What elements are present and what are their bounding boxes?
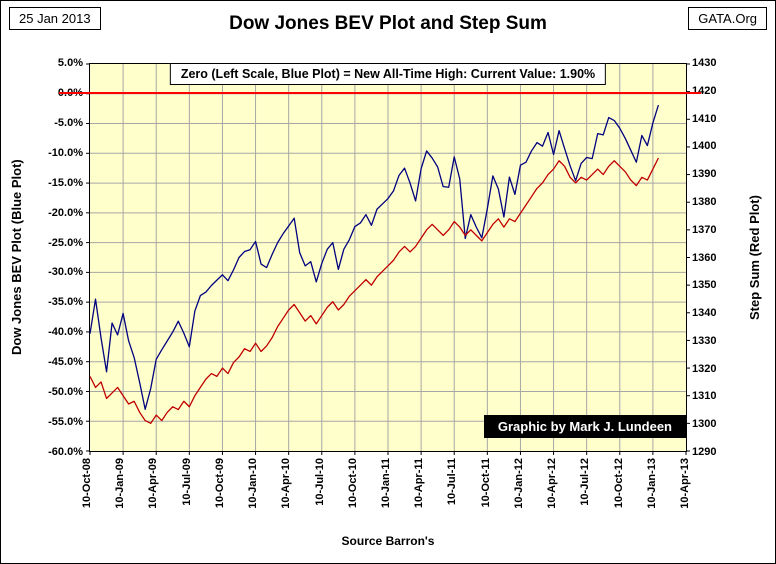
- left-axis-tick-label: -15.0%: [48, 176, 83, 189]
- right-axis-tick-label: 1310: [692, 390, 717, 403]
- right-axis-tick-label: 1360: [692, 251, 717, 264]
- left-axis-tick-label: -60.0%: [48, 446, 83, 458]
- right-axis-tick-label: 1420: [692, 84, 717, 97]
- right-axis-tick-label: 1380: [692, 195, 717, 208]
- right-axis-tick-label: 1350: [692, 279, 717, 292]
- site-badge: GATA.Org: [688, 7, 767, 30]
- x-axis-tick-label: 10-Oct-08: [81, 458, 93, 509]
- left-axis-tick-label: -45.0%: [48, 356, 83, 369]
- plot-area: Zero (Left Scale, Blue Plot) = New All-T…: [86, 63, 690, 455]
- x-axis-tick-label: 10-Jul-11: [446, 458, 459, 506]
- x-axis-tick-label: 10-Apr-12: [546, 458, 559, 509]
- left-axis-tick-label: -55.0%: [48, 416, 83, 429]
- credit-badge: Graphic by Mark J. Lundeen: [483, 415, 686, 438]
- chart-canvas: [86, 63, 690, 455]
- x-axis-tick-label: 10-Jul-10: [313, 458, 326, 506]
- right-axis-tick-label: 1410: [692, 112, 717, 125]
- left-axis-tick-label: -40.0%: [48, 326, 83, 339]
- x-axis-tick-label: 10-Jul-12: [579, 458, 592, 506]
- source-label: Source Barron's: [341, 534, 435, 548]
- right-axis-tick-label: 1300: [692, 418, 717, 431]
- x-axis-tick-label: 10-Apr-09: [147, 458, 160, 509]
- x-axis-tick-label: 10-Apr-10: [280, 458, 293, 509]
- series-line-step-sum: [89, 157, 659, 424]
- x-axis-tick-label: 10-Jul-09: [180, 458, 193, 506]
- left-axis-tick-label: 5.0%: [57, 57, 83, 69]
- right-axis-tick-label: 1400: [692, 140, 717, 153]
- left-axis-tick-label: -5.0%: [54, 116, 83, 129]
- x-axis-tick-label: 10-Oct-10: [346, 458, 359, 509]
- left-axis-tick-label: -10.0%: [48, 146, 83, 159]
- right-axis-tick-label: 1320: [692, 362, 717, 375]
- left-axis-tick-label: -30.0%: [48, 266, 83, 279]
- right-axis-tick-label: 1370: [692, 223, 717, 236]
- left-axis-tick-label: -20.0%: [48, 206, 83, 219]
- x-axis-tick-label: 10-Apr-13: [679, 458, 691, 509]
- date-badge: 25 Jan 2013: [9, 7, 101, 30]
- left-axis-tick-label: -35.0%: [48, 296, 83, 309]
- right-axis-tick-label: 1330: [692, 334, 717, 347]
- x-axis-tick-label: 10-Jan-13: [645, 458, 658, 509]
- zero-annotation: Zero (Left Scale, Blue Plot) = New All-T…: [169, 63, 607, 85]
- chart-title: Dow Jones BEV Plot and Step Sum: [229, 13, 547, 34]
- x-axis-tick-label: 10-Jan-12: [512, 458, 525, 509]
- x-axis-tick-label: 10-Oct-11: [479, 458, 492, 508]
- right-axis-tick-label: 1290: [692, 446, 717, 458]
- right-axis-tick-label: 1340: [692, 307, 717, 320]
- x-axis-tick-label: 10-Apr-11: [413, 458, 426, 509]
- x-axis-tick-label: 10-Jan-11: [380, 458, 392, 509]
- x-axis-tick-label: 10-Oct-09: [213, 458, 226, 509]
- left-axis-tick-label: -25.0%: [48, 236, 83, 249]
- zero-reference-line: [59, 91, 701, 94]
- x-axis-tick-label: 10-Oct-12: [612, 458, 625, 509]
- series-line-bev: [89, 104, 660, 410]
- right-axis-tick-label: 1430: [692, 57, 717, 69]
- left-axis-tick-label: -50.0%: [48, 386, 83, 399]
- x-axis-tick-label: 10-Jan-10: [247, 458, 260, 509]
- x-axis-tick-label: 10-Jan-09: [114, 458, 127, 509]
- right-axis-title: Step Sum (Red Plot): [747, 195, 762, 320]
- right-axis-tick-label: 1390: [692, 168, 717, 181]
